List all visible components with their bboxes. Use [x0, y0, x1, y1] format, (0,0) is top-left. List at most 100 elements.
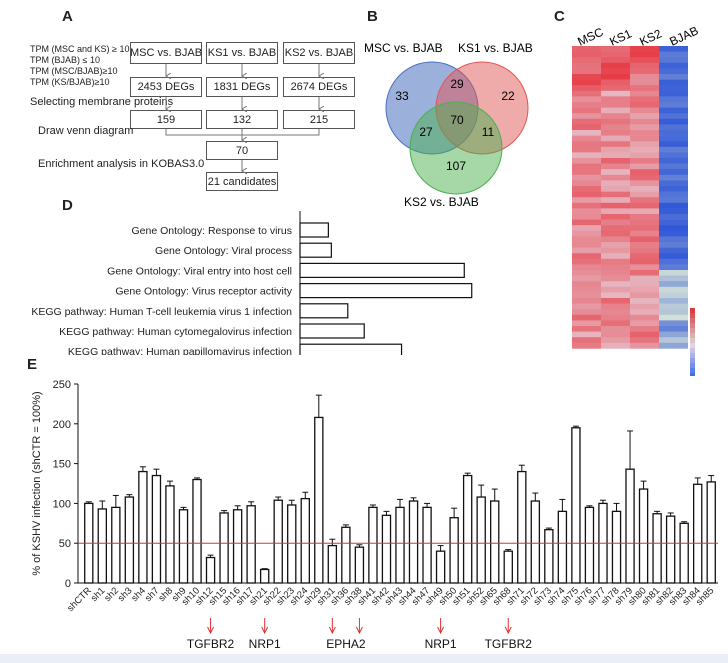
infection-bar: [503, 550, 513, 584]
color-scale-step: [690, 333, 695, 338]
heatmap-cell: [659, 124, 688, 131]
heatmap-cell: [659, 118, 688, 125]
heatmap-cell: [572, 337, 601, 344]
heatmap-cell: [630, 292, 659, 299]
heatmap-cell: [601, 326, 630, 332]
heatmap-cell: [572, 197, 601, 204]
heatmap-cell: [659, 174, 688, 181]
heatmap-cell: [630, 309, 659, 316]
heatmap-cell: [659, 113, 688, 120]
venn-diagram: MSC vs. BJAB KS1 vs. BJAB KS2 vs. BJAB 3…: [364, 41, 533, 209]
heatmap-cell: [659, 219, 688, 226]
color-scale-step: [690, 323, 695, 328]
heatmap-cell: [572, 242, 601, 248]
heatmap-cell: [601, 46, 630, 52]
heatmap-cell: [630, 124, 659, 131]
heatmap-cell: [659, 68, 688, 75]
membrane-box-msc: 159: [130, 110, 202, 129]
heatmap-cell: [659, 281, 688, 288]
heatmap-cell: [630, 275, 659, 282]
heatmap-cell: [572, 247, 601, 254]
enrichment-bar: [299, 282, 473, 299]
heatmap-cell: [630, 337, 659, 344]
heatmap-cell: [601, 51, 630, 58]
heatmap-cell: [572, 46, 601, 52]
infection-bar: [192, 478, 202, 584]
criterion-3: TPM (MSC/BJAB)≥10: [30, 66, 118, 76]
heatmap-cell: [601, 270, 630, 276]
heatmap-cell: [659, 264, 688, 271]
y-tick-label: 200: [53, 419, 71, 431]
annotation-arrowhead: [504, 626, 512, 635]
heatmap-cell: [601, 247, 630, 254]
heatmap-cell: [630, 51, 659, 58]
heatmap-cell: [601, 342, 630, 349]
heatmap-cell: [572, 141, 601, 148]
heatmap-cell: [659, 57, 688, 64]
infection-bar: [625, 468, 635, 584]
step-enrichment: Enrichment analysis in KOBAS3.0: [38, 158, 205, 170]
infection-bar: [530, 500, 541, 584]
heatmap-cell: [601, 124, 630, 131]
heatmap-cell: [572, 342, 601, 349]
heatmap-cell: [601, 314, 630, 321]
gene-annotation-label: EPHA2: [326, 637, 366, 651]
heatmap-cell: [659, 96, 688, 103]
infection-bar: [422, 506, 432, 584]
infection-bar: [165, 485, 175, 584]
heatmap-cell: [572, 230, 601, 237]
heatmap-cell: [601, 320, 630, 327]
heatmap-cell: [630, 247, 659, 254]
infection-bar: [300, 497, 310, 584]
infection-bar: [679, 522, 689, 584]
y-axis-label: % of KSHV infection (shCTR = 100%): [31, 391, 43, 575]
heatmap-cell: [659, 186, 688, 192]
infection-bar: [611, 510, 622, 584]
heatmap-cell: [659, 152, 688, 159]
color-scale-step: [690, 358, 695, 363]
heatmap-cell: [659, 236, 688, 243]
infection-bar: [476, 496, 486, 584]
heatmap-cell: [659, 62, 688, 69]
color-scale-step: [690, 338, 695, 343]
color-scale-step: [690, 368, 695, 373]
heatmap-cell: [659, 146, 688, 153]
infection-bar: [490, 500, 500, 584]
enrichment-bar: [299, 222, 329, 238]
heatmap-cell: [572, 51, 601, 58]
heatmap-cell: [572, 264, 601, 271]
color-scale-step: [690, 308, 695, 313]
deg-box-ks2: 2674 DEGs: [283, 77, 355, 97]
heatmap-cell: [601, 186, 630, 192]
heatmap-cell: [630, 146, 659, 153]
infection-bar: [259, 568, 270, 584]
heatmap-cell: [601, 309, 630, 316]
heatmap-cell: [572, 124, 601, 131]
annotation-arrowhead: [328, 626, 336, 635]
heatmap-cell: [659, 286, 688, 293]
heatmap-cell: [630, 320, 659, 327]
heatmap-cell: [630, 118, 659, 125]
color-scale-step: [690, 313, 695, 318]
infection-bar: [435, 550, 446, 584]
heatmap-cell: [601, 174, 630, 181]
heatmap-cell: [601, 286, 630, 293]
comparison-box-ks2: KS2 vs. BJAB: [283, 42, 355, 64]
heatmap-cell: [601, 281, 630, 288]
heatmap-cell: [659, 107, 688, 114]
heatmap-cell: [630, 163, 659, 170]
heatmap-cell: [601, 113, 630, 120]
infection-bar: [178, 509, 189, 584]
color-scale-step: [690, 318, 695, 323]
infection-bar: [354, 546, 365, 584]
heatmap-cell: [630, 202, 659, 209]
gene-annotation-label: TGFBR2: [187, 637, 235, 651]
venn-ks1-ks2: 11: [482, 125, 495, 139]
heatmap-col-bjab: BJAB: [667, 23, 700, 48]
venn-label-msc: MSC vs. BJAB: [364, 41, 443, 55]
heatmap-cell: [630, 68, 659, 75]
annotation-arrowhead: [355, 626, 363, 635]
infection-bar: [706, 481, 716, 584]
venn-all: 70: [450, 113, 464, 127]
enrichment-term-label: Gene Ontology: Virus receptor activity: [115, 286, 292, 298]
